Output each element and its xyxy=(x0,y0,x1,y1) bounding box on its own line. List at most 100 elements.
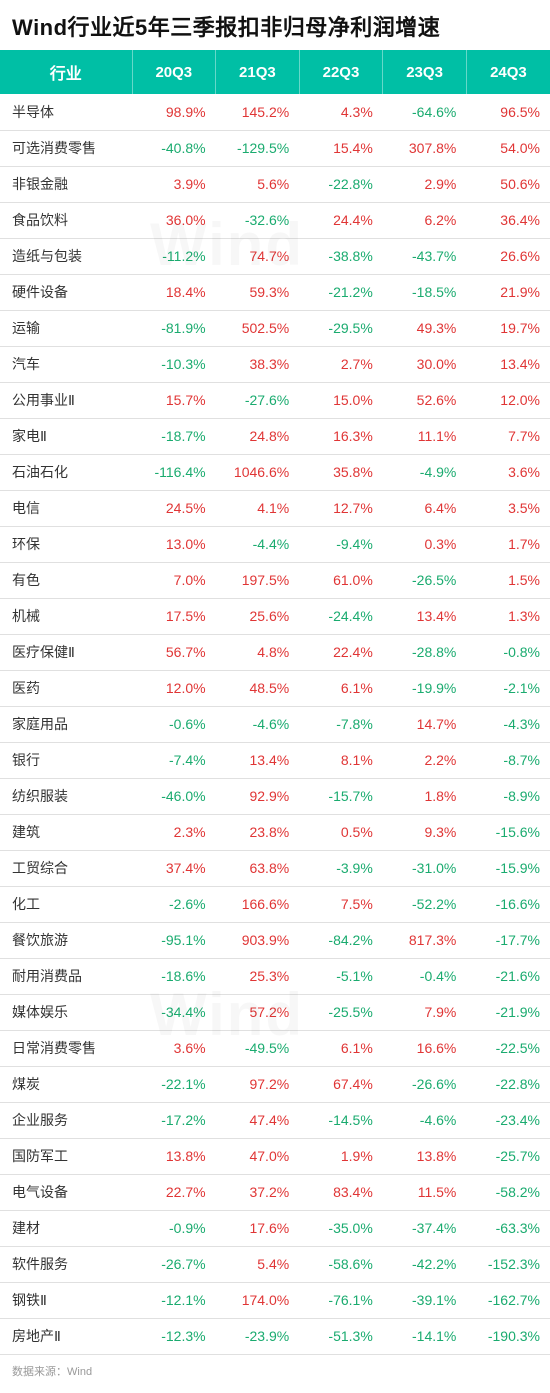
cell-value: 1.8% xyxy=(383,778,467,814)
table-row: 电信24.5%4.1%12.7%6.4%3.5% xyxy=(0,490,550,526)
cell-value: 59.3% xyxy=(216,274,300,310)
cell-value: 37.2% xyxy=(216,1174,300,1210)
cell-value: -21.6% xyxy=(466,958,550,994)
cell-value: -190.3% xyxy=(466,1318,550,1354)
table-row: 造纸与包装-11.2%74.7%-38.8%-43.7%26.6% xyxy=(0,238,550,274)
row-industry-name: 运输 xyxy=(0,310,132,346)
cell-value: 12.7% xyxy=(299,490,383,526)
row-industry-name: 日常消费零售 xyxy=(0,1030,132,1066)
cell-value: -31.0% xyxy=(383,850,467,886)
cell-value: 1.3% xyxy=(466,598,550,634)
cell-value: 24.4% xyxy=(299,202,383,238)
row-industry-name: 家庭用品 xyxy=(0,706,132,742)
page-title: Wind行业近5年三季报扣非归母净利润增速 xyxy=(0,0,550,50)
cell-value: -17.7% xyxy=(466,922,550,958)
cell-value: -49.5% xyxy=(216,1030,300,1066)
cell-value: -52.2% xyxy=(383,886,467,922)
cell-value: 0.3% xyxy=(383,526,467,562)
cell-value: -23.9% xyxy=(216,1318,300,1354)
cell-value: 6.1% xyxy=(299,670,383,706)
cell-value: -84.2% xyxy=(299,922,383,958)
cell-value: -81.9% xyxy=(132,310,216,346)
table-row: 建材-0.9%17.6%-35.0%-37.4%-63.3% xyxy=(0,1210,550,1246)
cell-value: 52.6% xyxy=(383,382,467,418)
table-head: 行业 20Q3 21Q3 22Q3 23Q3 24Q3 xyxy=(0,50,550,94)
table-row: 工贸综合37.4%63.8%-3.9%-31.0%-15.9% xyxy=(0,850,550,886)
cell-value: 38.3% xyxy=(216,346,300,382)
cell-value: -12.1% xyxy=(132,1282,216,1318)
cell-value: -0.4% xyxy=(383,958,467,994)
table-row: 半导体98.9%145.2%4.3%-64.6%96.5% xyxy=(0,94,550,130)
row-industry-name: 家电Ⅱ xyxy=(0,418,132,454)
col-header-24q3: 24Q3 xyxy=(466,50,550,94)
cell-value: -42.2% xyxy=(383,1246,467,1282)
cell-value: 17.6% xyxy=(216,1210,300,1246)
cell-value: -11.2% xyxy=(132,238,216,274)
table-row: 可选消费零售-40.8%-129.5%15.4%307.8%54.0% xyxy=(0,130,550,166)
cell-value: 7.0% xyxy=(132,562,216,598)
col-header-23q3: 23Q3 xyxy=(383,50,467,94)
cell-value: 903.9% xyxy=(216,922,300,958)
row-industry-name: 机械 xyxy=(0,598,132,634)
cell-value: -0.8% xyxy=(466,634,550,670)
cell-value: -23.4% xyxy=(466,1102,550,1138)
cell-value: 3.9% xyxy=(132,166,216,202)
cell-value: -37.4% xyxy=(383,1210,467,1246)
cell-value: 18.4% xyxy=(132,274,216,310)
cell-value: -35.0% xyxy=(299,1210,383,1246)
cell-value: -18.7% xyxy=(132,418,216,454)
cell-value: 12.0% xyxy=(466,382,550,418)
cell-value: -76.1% xyxy=(299,1282,383,1318)
cell-value: 15.0% xyxy=(299,382,383,418)
cell-value: 2.3% xyxy=(132,814,216,850)
cell-value: -15.6% xyxy=(466,814,550,850)
growth-table: 行业 20Q3 21Q3 22Q3 23Q3 24Q3 半导体98.9%145.… xyxy=(0,50,550,1355)
cell-value: -19.9% xyxy=(383,670,467,706)
cell-value: -38.8% xyxy=(299,238,383,274)
cell-value: 7.5% xyxy=(299,886,383,922)
cell-value: 50.6% xyxy=(466,166,550,202)
cell-value: 30.0% xyxy=(383,346,467,382)
cell-value: 63.8% xyxy=(216,850,300,886)
table-body: 半导体98.9%145.2%4.3%-64.6%96.5%可选消费零售-40.8… xyxy=(0,94,550,1354)
cell-value: 47.4% xyxy=(216,1102,300,1138)
cell-value: 2.7% xyxy=(299,346,383,382)
row-industry-name: 工贸综合 xyxy=(0,850,132,886)
cell-value: -4.6% xyxy=(216,706,300,742)
table-row: 企业服务-17.2%47.4%-14.5%-4.6%-23.4% xyxy=(0,1102,550,1138)
cell-value: -21.2% xyxy=(299,274,383,310)
row-industry-name: 钢铁Ⅱ xyxy=(0,1282,132,1318)
cell-value: -14.1% xyxy=(383,1318,467,1354)
col-header-industry: 行业 xyxy=(0,50,132,94)
table-row: 汽车-10.3%38.3%2.7%30.0%13.4% xyxy=(0,346,550,382)
cell-value: -116.4% xyxy=(132,454,216,490)
table-row: 环保13.0%-4.4%-9.4%0.3%1.7% xyxy=(0,526,550,562)
row-industry-name: 银行 xyxy=(0,742,132,778)
cell-value: -4.6% xyxy=(383,1102,467,1138)
table-row: 钢铁Ⅱ-12.1%174.0%-76.1%-39.1%-162.7% xyxy=(0,1282,550,1318)
cell-value: 7.7% xyxy=(466,418,550,454)
cell-value: 13.8% xyxy=(132,1138,216,1174)
row-industry-name: 建材 xyxy=(0,1210,132,1246)
cell-value: 3.6% xyxy=(132,1030,216,1066)
cell-value: -28.8% xyxy=(383,634,467,670)
table-row: 家庭用品-0.6%-4.6%-7.8%14.7%-4.3% xyxy=(0,706,550,742)
cell-value: 54.0% xyxy=(466,130,550,166)
cell-value: 97.2% xyxy=(216,1066,300,1102)
table-row: 煤炭-22.1%97.2%67.4%-26.6%-22.8% xyxy=(0,1066,550,1102)
cell-value: 6.1% xyxy=(299,1030,383,1066)
cell-value: 25.6% xyxy=(216,598,300,634)
cell-value: -24.4% xyxy=(299,598,383,634)
cell-value: 11.5% xyxy=(383,1174,467,1210)
row-industry-name: 房地产Ⅱ xyxy=(0,1318,132,1354)
cell-value: 4.3% xyxy=(299,94,383,130)
cell-value: -27.6% xyxy=(216,382,300,418)
cell-value: -9.4% xyxy=(299,526,383,562)
cell-value: -58.2% xyxy=(466,1174,550,1210)
cell-value: 36.0% xyxy=(132,202,216,238)
page-container: Wind Wind Wind行业近5年三季报扣非归母净利润增速 行业 20Q3 … xyxy=(0,0,550,1393)
cell-value: 174.0% xyxy=(216,1282,300,1318)
row-industry-name: 国防军工 xyxy=(0,1138,132,1174)
col-header-21q3: 21Q3 xyxy=(216,50,300,94)
cell-value: 13.4% xyxy=(466,346,550,382)
